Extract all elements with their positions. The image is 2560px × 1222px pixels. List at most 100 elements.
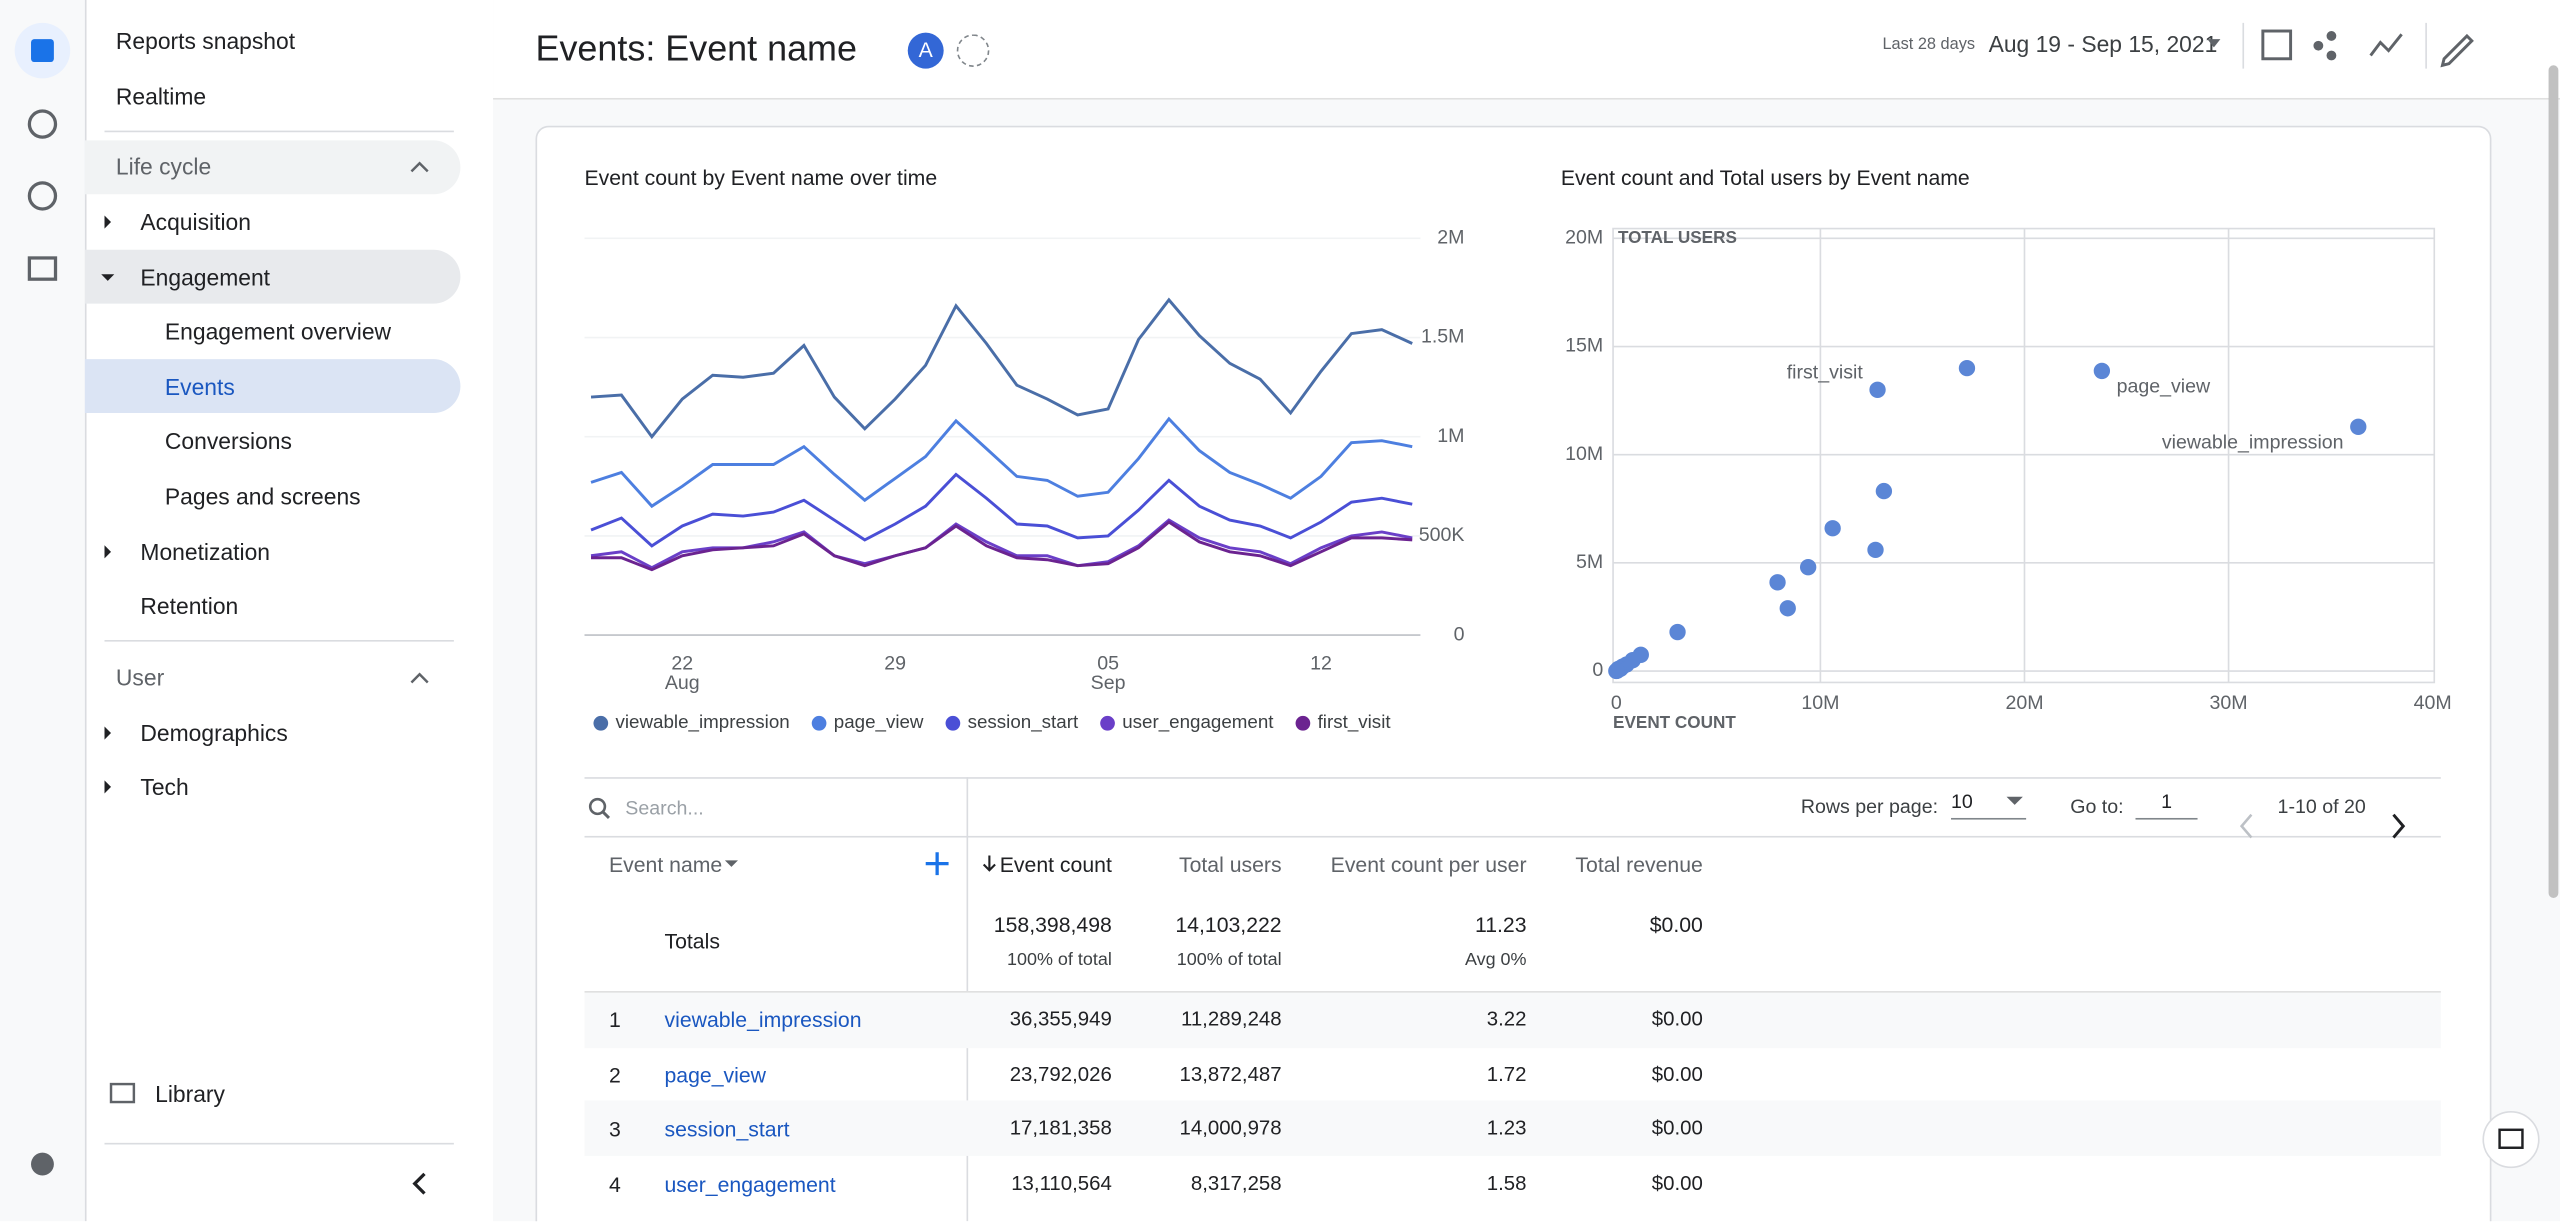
divider <box>104 639 454 642</box>
explore-icon[interactable] <box>27 109 58 139</box>
totals-value: 14,103,222 <box>1175 912 1282 938</box>
point-label: page_view <box>2117 375 2211 397</box>
rows-per-page-select[interactable]: 10 <box>1951 790 2027 820</box>
totals-value: 11.23 <box>1474 912 1527 938</box>
nav-item[interactable]: Realtime <box>115 83 207 110</box>
y-tick-label: 1M <box>1437 425 1464 447</box>
column-header[interactable]: Event name <box>608 852 723 877</box>
library-link[interactable]: Library <box>155 1080 225 1107</box>
selected-bg <box>84 359 461 414</box>
scatter-point <box>1869 381 1886 398</box>
row-index: 4 <box>608 1171 621 1197</box>
collapse-icon[interactable] <box>410 161 429 173</box>
event-link[interactable]: user_engagement <box>664 1171 836 1197</box>
x-tick-label: 20M <box>2005 692 2043 714</box>
nav-item[interactable]: Engagement overview <box>164 318 392 345</box>
y-tick-label: 20M <box>1565 227 1603 249</box>
page-title: Events: Event name <box>535 27 857 69</box>
nav-item[interactable]: Tech <box>140 773 189 800</box>
legend-label: user_engagement <box>1122 711 1274 733</box>
nav-item[interactable]: Reports snapshot <box>115 27 296 54</box>
nav-item[interactable]: Demographics <box>140 719 288 747</box>
feedback-button[interactable] <box>2478 1107 2543 1172</box>
totals-value: $0.00 <box>1649 912 1703 938</box>
date-range[interactable]: Aug 19 - Sep 15, 2021 <box>1988 31 2218 58</box>
nav-item[interactable]: Retention <box>140 592 239 619</box>
date-dropdown[interactable] <box>2207 39 2221 48</box>
expand-arrow[interactable] <box>104 545 112 559</box>
x-tick-label: 30M <box>2210 692 2248 714</box>
edit-icon[interactable] <box>2440 33 2474 68</box>
dimension-dropdown[interactable] <box>723 859 739 872</box>
collapse-nav[interactable] <box>412 1172 426 1195</box>
chart-title: Event count and Total users by Event nam… <box>1561 167 1970 190</box>
expand-arrow[interactable] <box>101 274 115 281</box>
column-header[interactable]: Total revenue <box>1575 852 1703 877</box>
column-header[interactable]: Total users <box>1178 852 1282 877</box>
nav-item[interactable]: Conversions <box>164 427 292 454</box>
add-comparison[interactable] <box>956 34 990 67</box>
scatter-point <box>1875 482 1893 500</box>
series-line <box>590 416 1413 509</box>
x-axis-label: EVENT COUNT <box>1613 712 1736 732</box>
totals-label: Totals <box>664 928 720 954</box>
insights-icon[interactable] <box>2369 33 2403 57</box>
nav-item[interactable]: Monetization <box>140 538 271 565</box>
settings-icon[interactable] <box>31 1152 54 1176</box>
add-dimension[interactable] <box>921 847 954 880</box>
scrollbar[interactable] <box>2548 65 2559 898</box>
select-arrow <box>2006 796 2023 805</box>
event-link[interactable]: viewable_impression <box>664 1007 862 1032</box>
goto-input[interactable]: 1 <box>2135 790 2198 820</box>
expand-arrow[interactable] <box>104 726 112 740</box>
prev-page[interactable] <box>2239 813 2253 839</box>
section-title[interactable]: User <box>115 664 165 691</box>
scatter-point <box>1669 623 1686 641</box>
header-bar <box>493 0 2560 100</box>
nav-item[interactable]: Acquisition <box>140 208 251 236</box>
column-header[interactable]: Event count <box>999 852 1112 877</box>
cell: $0.00 <box>1651 1171 1703 1195</box>
series-line <box>591 520 1413 572</box>
customize-icon[interactable] <box>2261 29 2293 61</box>
y-tick-label: 500K <box>1419 524 1465 546</box>
scatter-point <box>1958 359 1976 377</box>
point-label: first_visit <box>1787 362 1864 384</box>
advertising-icon[interactable] <box>27 181 58 211</box>
nav-item[interactable]: Engagement <box>140 264 271 291</box>
share-icon[interactable] <box>2326 31 2337 41</box>
event-link[interactable]: session_start <box>664 1117 790 1142</box>
configure-icon[interactable] <box>27 256 58 281</box>
avatar[interactable]: A <box>907 32 944 69</box>
y-tick-label: 2M <box>1437 227 1464 249</box>
scatter-point <box>1779 600 1796 617</box>
event-link[interactable]: page_view <box>664 1062 766 1087</box>
column-header[interactable]: Event count per user <box>1330 852 1527 877</box>
x-tick-label: 10M <box>1801 692 1839 714</box>
reports-icon[interactable] <box>31 39 54 63</box>
scatter-point <box>2350 418 2367 435</box>
expand-arrow[interactable] <box>104 780 112 794</box>
cell: $0.00 <box>1651 1117 1703 1140</box>
y-tick-label: 15M <box>1565 335 1603 357</box>
collapse-icon[interactable] <box>410 672 429 684</box>
rows-per-page-label: Rows per page: <box>1800 795 1939 818</box>
nav-item[interactable]: Pages and screens <box>164 483 361 510</box>
legend-swatch <box>1100 715 1115 731</box>
pagination: 1-10 of 20 <box>2277 795 2366 818</box>
section-title[interactable]: Life cycle <box>115 153 212 180</box>
chart-title: Event count by Event name over time <box>584 167 937 190</box>
nav-item[interactable]: Events <box>164 373 235 400</box>
item-bg <box>84 249 461 304</box>
next-page[interactable] <box>2392 813 2406 839</box>
search-input[interactable]: Search... <box>625 796 704 820</box>
sort-arrow <box>982 855 996 872</box>
cell: $0.00 <box>1651 1007 1703 1031</box>
x-tick-label: 05 Sep <box>1091 653 1126 695</box>
cell: 1.72 <box>1486 1062 1527 1086</box>
y-tick-label: 5M <box>1576 551 1603 573</box>
expand-arrow[interactable] <box>104 215 112 229</box>
row-index: 3 <box>608 1117 621 1142</box>
series-line <box>590 472 1413 548</box>
